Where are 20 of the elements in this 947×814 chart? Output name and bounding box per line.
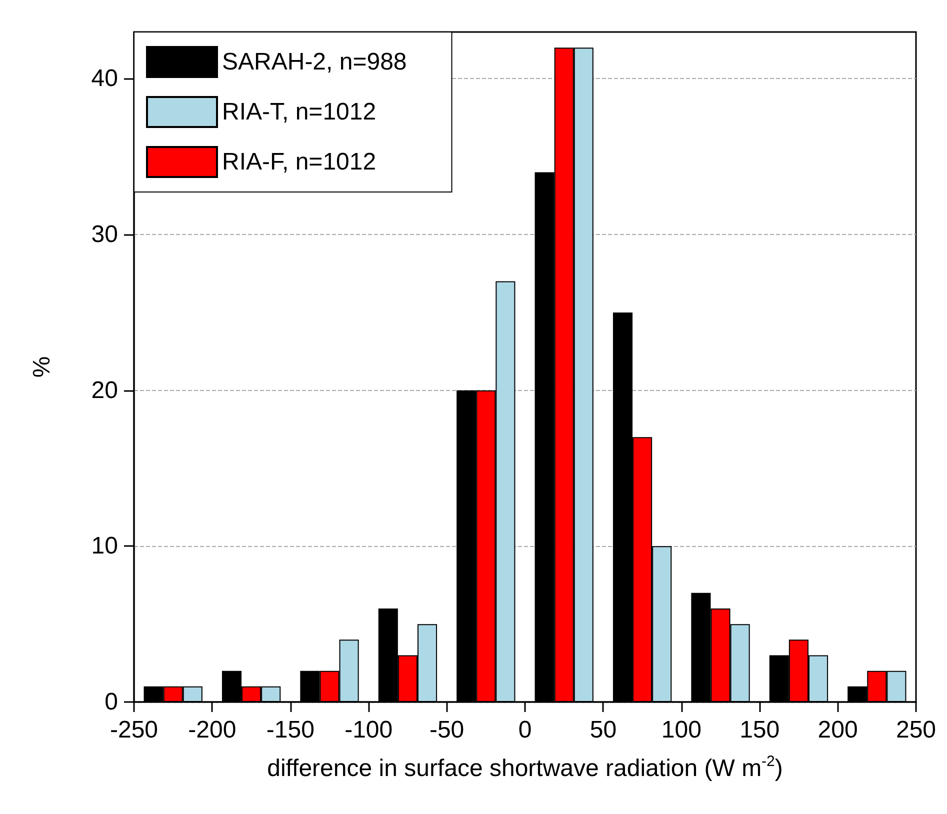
x-tick-label: -50: [429, 716, 464, 744]
y-tick-label: 20: [91, 376, 118, 404]
x-tick-label: 0: [518, 716, 532, 744]
x-tick-label: 250: [896, 716, 936, 744]
x-tick-label: -150: [266, 716, 314, 744]
x-tick-label: -200: [188, 716, 236, 744]
x-tick-label: 100: [661, 716, 702, 744]
x-tick-label: 150: [740, 716, 780, 744]
x-tick-label: -250: [110, 716, 158, 744]
y-tick-label: 10: [91, 532, 118, 560]
x-tick-label: 200: [818, 716, 858, 744]
y-tick-label: 40: [91, 65, 118, 92]
legend-label: RIA-T, n=1012: [222, 98, 376, 126]
y-tick-label: 0: [104, 688, 118, 716]
y-axis-title: %: [28, 356, 56, 378]
legend-label: SARAH-2, n=988: [222, 48, 407, 76]
legend-label: RIA-F, n=1012: [222, 148, 376, 176]
y-tick-label: 30: [91, 221, 118, 248]
x-tick-label: -100: [344, 716, 393, 744]
x-tick-label: 50: [590, 716, 617, 744]
